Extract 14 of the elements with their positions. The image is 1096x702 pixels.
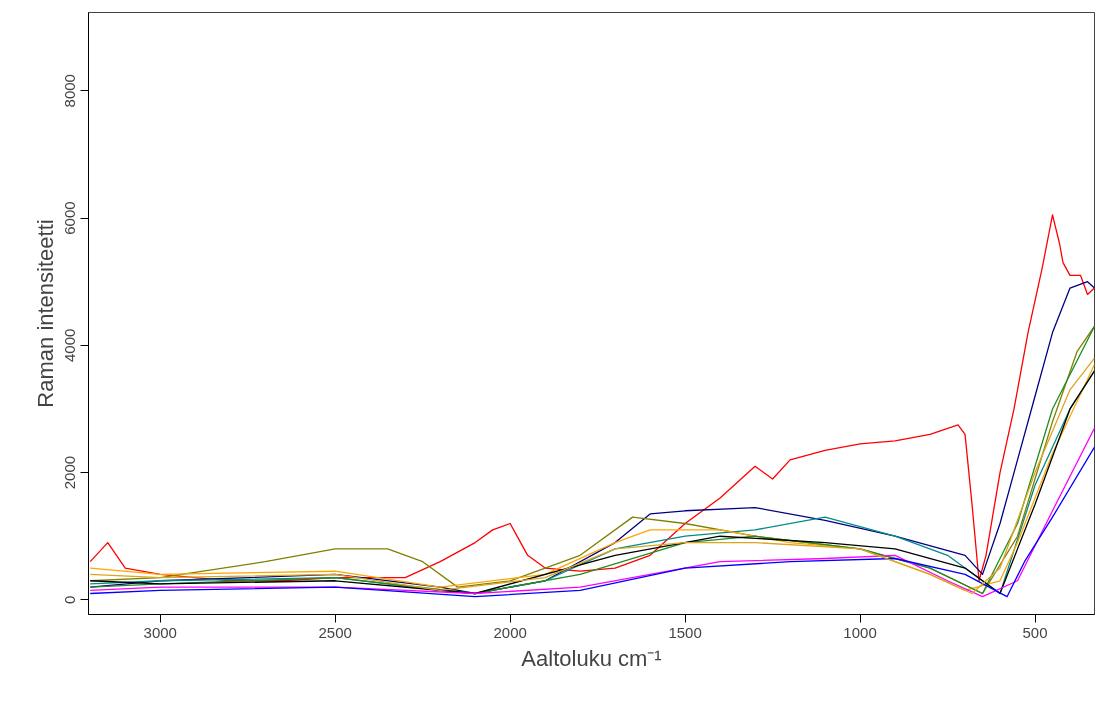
x-tick-label: 500 (1022, 623, 1048, 641)
y-tick-label: 4000 (61, 328, 79, 362)
x-tick-label: 1500 (668, 623, 702, 641)
x-axis-title: Aaltoluku cm⁻¹ (521, 645, 662, 671)
x-tick-label: 1000 (843, 623, 877, 641)
y-tick-label: 6000 (61, 201, 79, 235)
y-tick-label: 2000 (61, 455, 79, 490)
x-tick-label: 2500 (318, 623, 352, 641)
y-tick-label: 0 (61, 595, 79, 605)
y-tick-label: 8000 (61, 74, 79, 108)
y-axis-title: Raman intensiteetti (32, 219, 58, 408)
x-tick-label: 3000 (143, 623, 177, 641)
line-series (89, 214, 1095, 582)
x-tick-label: 2000 (493, 623, 527, 641)
